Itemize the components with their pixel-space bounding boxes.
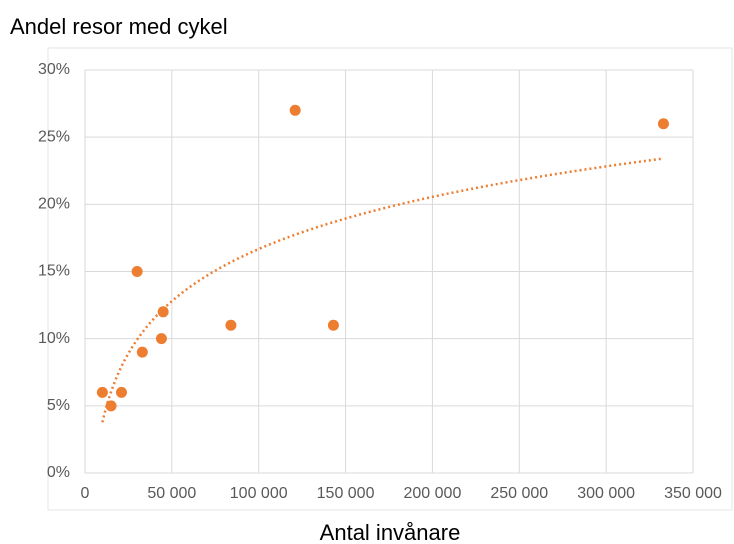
x-tick-label: 300 000 — [577, 485, 635, 502]
point — [289, 104, 301, 116]
chart-title: Andel resor med cykel — [10, 14, 228, 39]
x-tick-label: 250 000 — [490, 485, 548, 502]
y-tick-label: 25% — [38, 128, 70, 145]
x-tick-label: 0 — [81, 485, 90, 502]
x-tick-label: 150 000 — [317, 485, 375, 502]
point — [105, 400, 117, 412]
point — [155, 333, 167, 345]
point — [657, 118, 669, 130]
y-tick-label: 0% — [47, 464, 70, 481]
x-axis-label: Antal invånare — [320, 520, 461, 544]
x-tick-label: 350 000 — [664, 485, 722, 502]
x-tick-label: 200 000 — [404, 485, 462, 502]
y-tick-label: 15% — [38, 263, 70, 280]
point — [96, 386, 108, 398]
chart-frame — [47, 47, 733, 511]
point — [225, 319, 237, 331]
y-tick-label: 30% — [38, 61, 70, 78]
y-tick-label: 20% — [38, 196, 70, 213]
point — [136, 346, 148, 358]
x-tick-label: 100 000 — [230, 485, 288, 502]
x-tick-label: 50 000 — [147, 485, 196, 502]
point — [327, 319, 339, 331]
point — [131, 266, 143, 277]
y-tick-label: 5% — [47, 397, 70, 414]
point — [115, 386, 127, 398]
y-tick-label: 10% — [38, 330, 70, 347]
point — [157, 306, 169, 318]
trendline — [101, 157, 664, 423]
